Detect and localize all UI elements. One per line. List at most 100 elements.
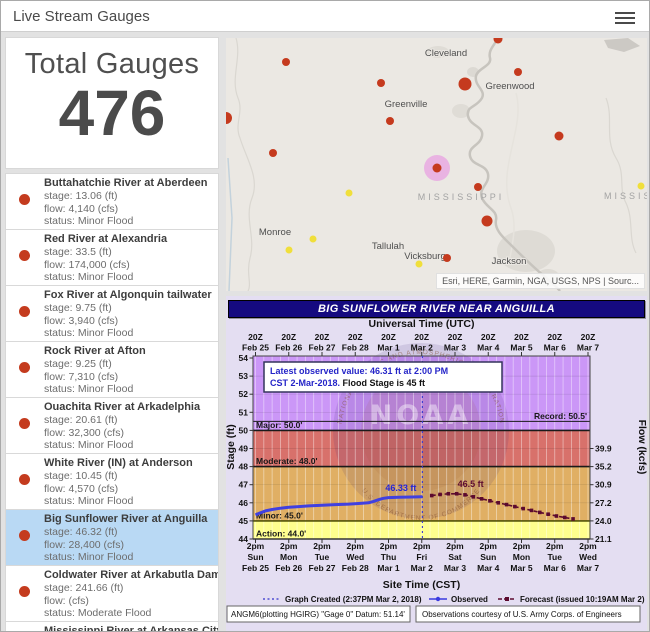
gauge-marker[interactable]	[309, 235, 317, 243]
gage-datum-footnote: ANGM6(plotting HGIRG) "Gage 0" Datum: 51…	[231, 610, 405, 619]
gauge-marker[interactable]	[377, 79, 385, 87]
gauge-marker[interactable]	[493, 38, 503, 44]
flood-threshold-label: Record: 50.5'	[534, 411, 587, 421]
gauge-flow: flow: 32,300 (cfs)	[44, 426, 124, 439]
gauge-flow: flow: (cfs)	[44, 594, 89, 607]
list-item[interactable]: White River (IN) at Anderson stage: 10.4…	[6, 454, 218, 510]
gauge-marker[interactable]	[386, 117, 394, 125]
gauge-name: Rock River at Afton	[44, 345, 146, 357]
gauge-status: status: Minor Flood	[44, 327, 134, 340]
gauge-stage: stage: 10.45 (ft)	[44, 470, 118, 482]
svg-text:52: 52	[239, 389, 249, 399]
city-label: Greenwood	[485, 81, 534, 92]
svg-text:20Z: 20Z	[281, 332, 296, 342]
gauge-status-dot-icon	[19, 586, 30, 597]
gauge-status: status: Minor Flood	[44, 383, 134, 396]
list-item[interactable]: Mississippi River at Arkansas City stage…	[6, 622, 218, 631]
svg-text:2pm: 2pm	[546, 541, 564, 551]
gauge-stage: stage: 9.75 (ft)	[44, 302, 112, 314]
app-header: Live Stream Gauges	[1, 1, 649, 32]
gauge-name: Fox River at Algonquin tailwater	[44, 289, 212, 301]
svg-text:2pm: 2pm	[413, 541, 431, 551]
legend-observed: Observed	[451, 595, 488, 604]
svg-text:2pm: 2pm	[579, 541, 597, 551]
gauge-marker[interactable]	[226, 112, 232, 124]
svg-text:20Z: 20Z	[248, 332, 263, 342]
svg-text:Feb 27: Feb 27	[309, 563, 336, 573]
gauge-flow: flow: 174,000 (cfs)	[44, 258, 130, 271]
map-canvas[interactable]: MISSISSIPPI MISSISS Cleveland Greenville Gre…	[226, 38, 647, 291]
gauge-marker[interactable]	[415, 260, 423, 268]
svg-text:2pm: 2pm	[513, 541, 531, 551]
svg-text:Fri: Fri	[416, 552, 427, 562]
svg-text:20Z: 20Z	[414, 332, 429, 342]
gauge-marker[interactable]	[282, 58, 290, 66]
gauge-marker[interactable]	[345, 189, 353, 197]
page-title: Live Stream Gauges	[13, 8, 150, 25]
svg-text:48: 48	[239, 462, 249, 472]
flood-threshold-label: Moderate: 48.0'	[256, 456, 318, 466]
gauge-status: status: Minor Flood	[44, 439, 134, 452]
svg-text:Feb 28: Feb 28	[342, 343, 369, 353]
gauge-marker[interactable]	[443, 254, 451, 262]
list-item[interactable]: Red River at Alexandria stage: 33.5 (ft)…	[6, 230, 218, 286]
svg-text:24.0: 24.0	[595, 516, 612, 526]
list-item[interactable]: Rock River at Afton stage: 9.25 (ft) flo…	[6, 342, 218, 398]
list-item[interactable]: Fox River at Algonquin tailwater stage: …	[6, 286, 218, 342]
hydrograph-panel: BIG SUNFLOWER RIVER NEAR ANGUILLA NOAA NA…	[226, 296, 647, 631]
map-panel[interactable]: MISSISSIPPI MISSISS Cleveland Greenville Gre…	[226, 38, 647, 291]
svg-text:Feb 26: Feb 26	[275, 563, 302, 573]
svg-text:20Z: 20Z	[514, 332, 529, 342]
svg-text:Feb 28: Feb 28	[342, 563, 369, 573]
left-axis-title: Stage (ft)	[226, 424, 237, 470]
svg-text:20Z: 20Z	[315, 332, 330, 342]
svg-text:47: 47	[239, 480, 249, 490]
svg-text:2pm: 2pm	[380, 541, 398, 551]
gauge-stage: stage: 9.25 (ft)	[44, 358, 112, 370]
gauge-list[interactable]: Buttahatchie River at Aberdeen stage: 13…	[5, 173, 219, 631]
total-gauges-card: Total Gauges 476	[5, 37, 219, 169]
gauge-stage: stage: 13.06 (ft)	[44, 190, 118, 202]
list-item[interactable]: Big Sunflower River at Anguilla stage: 4…	[6, 510, 218, 566]
gauge-name: Buttahatchie River at Aberdeen	[44, 177, 208, 189]
right-axis-title: Flow (kcfs)	[636, 420, 647, 475]
gauge-status-dot-icon	[19, 362, 30, 373]
city-label: Tallulah	[372, 241, 404, 252]
svg-text:2pm: 2pm	[280, 541, 298, 551]
svg-text:Thu: Thu	[381, 552, 397, 562]
svg-text:51: 51	[239, 407, 249, 417]
gauge-marker[interactable]	[285, 246, 293, 254]
gauge-name: Big Sunflower River at Anguilla	[44, 513, 208, 525]
observed-line	[254, 495, 423, 517]
gauge-stage: stage: 33.5 (ft)	[44, 246, 112, 258]
gauge-marker[interactable]	[481, 215, 493, 227]
gauge-marker[interactable]	[458, 77, 472, 91]
svg-text:46: 46	[239, 498, 249, 508]
gauge-marker[interactable]	[637, 182, 645, 190]
gauge-marker[interactable]	[514, 68, 522, 76]
gauge-marker[interactable]	[432, 163, 442, 173]
gauge-marker[interactable]	[554, 131, 564, 141]
forecast-crest-label: 46.5 ft	[458, 479, 484, 489]
list-item[interactable]: Buttahatchie River at Aberdeen stage: 13…	[6, 174, 218, 230]
svg-text:35.2: 35.2	[595, 462, 612, 472]
svg-text:2pm: 2pm	[347, 541, 365, 551]
hydrograph-canvas: NOAANATIONAL OCEANIC AND ATMOSPHERIC ADM…	[226, 318, 647, 623]
gauge-status-dot-icon	[19, 418, 30, 429]
map-attribution: Esri, HERE, Garmin, NGA, USGS, NPS | Sou…	[436, 273, 645, 289]
gauge-name: Red River at Alexandria	[44, 233, 168, 245]
svg-text:Wed: Wed	[579, 552, 597, 562]
hamburger-menu-icon[interactable]	[615, 9, 635, 25]
flood-threshold-label: Minor: 45.0'	[256, 510, 303, 520]
svg-text:2pm: 2pm	[480, 541, 498, 551]
gauge-marker[interactable]	[269, 149, 277, 157]
svg-text:20Z: 20Z	[547, 332, 562, 342]
svg-text:Tue: Tue	[548, 552, 563, 562]
gauge-name: Ouachita River at Arkadelphia	[44, 401, 201, 413]
top-axis-title: Universal Time (UTC)	[369, 318, 475, 330]
list-item[interactable]: Ouachita River at Arkadelphia stage: 20.…	[6, 398, 218, 454]
city-label: Cleveland	[425, 48, 467, 59]
gauge-marker[interactable]	[474, 183, 482, 191]
svg-text:Sat: Sat	[448, 552, 461, 562]
list-item[interactable]: Coldwater River at Arkabutla Dam stage: …	[6, 566, 218, 622]
